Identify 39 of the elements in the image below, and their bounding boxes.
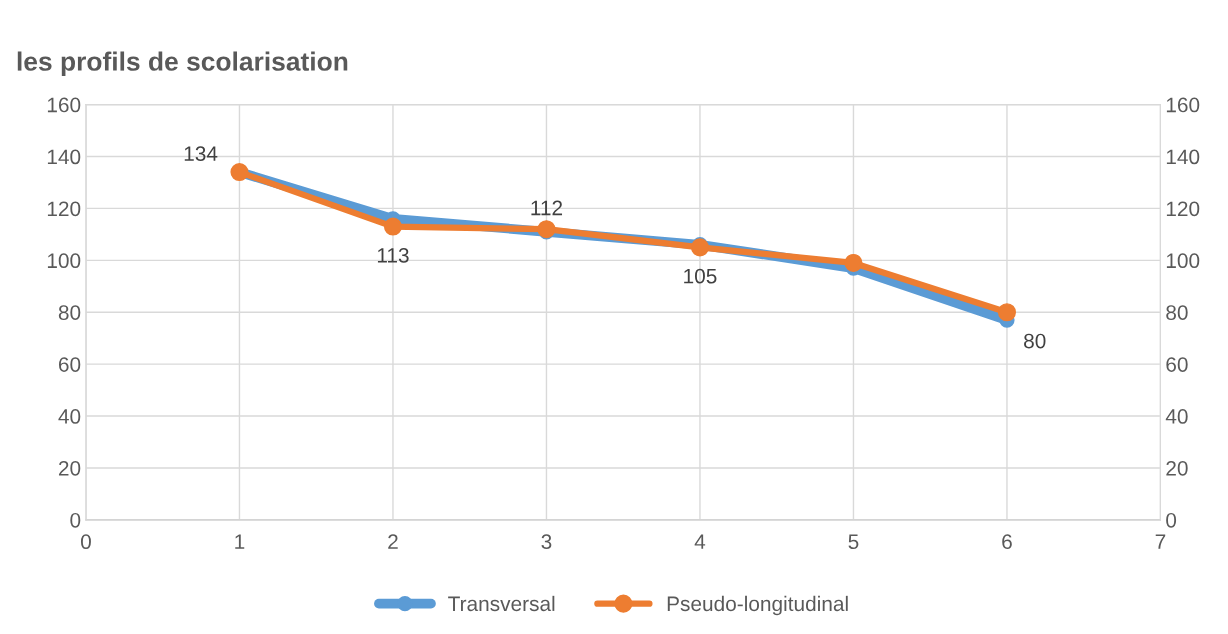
point — [997, 303, 1016, 322]
y2-tick-label: 160 — [1166, 97, 1200, 113]
y2-tick-label: 100 — [1166, 253, 1200, 269]
x-tick-label: 5 — [848, 534, 859, 550]
y-tick-label: 80 — [58, 305, 81, 320]
y2-tick-label: 60 — [1166, 357, 1188, 372]
legend-label: Transversal — [448, 595, 555, 612]
point — [690, 238, 709, 257]
data-label: 112 — [531, 200, 563, 216]
x-tick-label: 1 — [235, 534, 245, 549]
x-tick-label: 2 — [388, 534, 398, 549]
x-tick-label: 0 — [80, 534, 91, 550]
legend-label: Pseudo-longitudinal — [667, 595, 848, 616]
y2-tick-label: 20 — [1166, 460, 1188, 476]
chart-title: les profils de scolarisation — [17, 51, 348, 77]
y-tick-label: 140 — [47, 149, 81, 165]
y2-tick-label: 140 — [1166, 149, 1200, 165]
point — [383, 217, 402, 236]
x-tick-label: 4 — [694, 534, 706, 549]
y-tick-label: 20 — [58, 460, 81, 476]
data-label: 134 — [184, 146, 218, 162]
y2-tick-label: 0 — [1166, 512, 1177, 528]
y-tick-label: 100 — [47, 253, 81, 269]
y-tick-label: 0 — [70, 512, 81, 528]
y-tick-label: 120 — [47, 201, 81, 217]
point — [537, 220, 556, 239]
y2-tick-label: 80 — [1166, 305, 1188, 320]
point — [844, 253, 863, 272]
data-label: 113 — [377, 247, 409, 263]
y-tick-label: 160 — [47, 97, 81, 113]
y2-tick-label: 40 — [1165, 409, 1188, 424]
y-tick-label: 60 — [58, 357, 81, 372]
x-tick-label: 7 — [1155, 534, 1166, 549]
y-tick-label: 40 — [58, 409, 81, 424]
data-label: 80 — [1024, 333, 1046, 349]
x-tick-label: 6 — [1002, 534, 1012, 550]
x-tick-label: 3 — [541, 534, 552, 550]
data-label: 105 — [684, 268, 717, 284]
y2-tick-label: 120 — [1166, 201, 1200, 217]
